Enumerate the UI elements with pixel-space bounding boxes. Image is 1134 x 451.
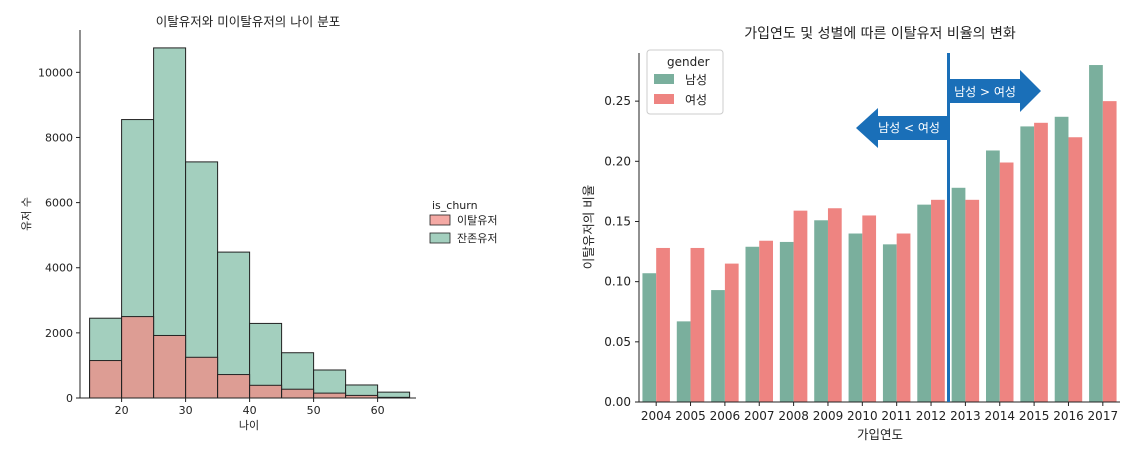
y-tick-label: 0.15 <box>604 214 631 228</box>
x-tick-label: 20 <box>115 404 129 417</box>
legend-title: is_churn <box>432 199 478 212</box>
x-tick-label: 40 <box>243 404 257 417</box>
bar-female <box>656 247 670 402</box>
legend-label-churned: 이탈유저 <box>457 214 497 227</box>
x-tick-label: 60 <box>371 404 385 417</box>
chart-title: 이탈유저와 미이탈유저의 나이 분포 <box>156 14 340 29</box>
histogram-bar-churned <box>121 316 155 399</box>
y-tick-label: 4000 <box>45 262 73 275</box>
bar-female <box>690 247 705 402</box>
bar-male <box>814 220 828 402</box>
legend-swatch-retained <box>429 232 451 244</box>
x-tick-label: 2013 <box>950 409 981 423</box>
x-tick-label: 2017 <box>1088 409 1119 423</box>
bar-male <box>882 244 897 402</box>
legend-title: gender <box>667 55 710 69</box>
bar-female <box>896 233 911 402</box>
legend-swatch-female <box>654 94 674 104</box>
bar-male <box>1089 65 1103 402</box>
x-tick-label: 2006 <box>710 409 741 423</box>
bar-chart: 가입연도 및 성별에 따른 이탈유저 비율의 변화 2004 2005 2006 20… <box>581 26 1120 442</box>
y-axis-label: 유저 수 <box>20 197 33 231</box>
y-tick-label: 0 <box>66 392 73 405</box>
histogram-bar-churned <box>89 360 123 399</box>
histogram-bar-churned <box>217 374 251 399</box>
legend-label-female: 여성 <box>685 93 707 107</box>
legend-swatch-churned <box>429 214 451 226</box>
arrow-right-shape <box>949 70 1041 112</box>
y-tick-label: 2000 <box>45 327 73 340</box>
annotation-left: 남성 < 여성 <box>856 108 948 148</box>
bar-female <box>827 208 842 402</box>
bar-male <box>711 290 725 402</box>
bar-male <box>1020 126 1035 403</box>
y-tick-label: 10000 <box>38 66 73 79</box>
histogram-plot-area: 20 30 40 50 60 0 2000 4000 6000 8000 10000 <box>38 30 416 417</box>
legend-label-male: 남성 <box>685 73 707 87</box>
bar-male <box>676 321 691 402</box>
legend-label-retained: 잔존유저 <box>457 232 497 245</box>
bar-plot-area: 2004 2005 2006 2007 2008 2009 2010 2011 2012 2013… <box>604 53 1120 423</box>
x-tick-label: 50 <box>307 404 321 417</box>
y-tick-label: 0.05 <box>604 335 631 349</box>
histogram-bar-churned <box>313 392 347 399</box>
y-axis-label: 이탈유저의 비율 <box>581 185 596 269</box>
bar-male <box>1054 116 1069 402</box>
y-tick-label: 0.10 <box>604 275 631 289</box>
annotation-left-text: 남성 < 여성 <box>878 121 940 135</box>
legend-swatch-male <box>654 74 674 84</box>
y-tick-label: 0.00 <box>604 395 631 409</box>
x-axis-label: 가입연도 <box>857 427 903 442</box>
x-tick-label: 2014 <box>984 409 1015 423</box>
x-tick-label: 2011 <box>881 409 912 423</box>
histogram-bar-churned <box>281 388 315 399</box>
x-tick-label: 2012 <box>916 409 947 423</box>
bar-male <box>986 150 1000 402</box>
histogram-bar-churned <box>249 384 283 399</box>
histogram-bar-churned <box>185 356 219 399</box>
histogram-chart: 이탈유저와 미이탈유저의 나이 분포 20 30 40 50 60 0 2000 4000 60… <box>20 14 497 432</box>
annotation-right: 남성 > 여성 <box>949 70 1041 112</box>
y-tick-label: 8000 <box>45 131 73 144</box>
histogram-bar-churned <box>153 334 187 399</box>
x-tick-label: 2010 <box>847 409 878 423</box>
x-axis-label: 나이 <box>239 419 259 432</box>
x-tick-label: 2015 <box>1019 409 1050 423</box>
x-tick-label: 2005 <box>675 409 706 423</box>
x-tick-label: 2008 <box>778 409 809 423</box>
bar-male <box>917 204 932 402</box>
x-tick-label: 2004 <box>641 409 672 423</box>
arrow-left-shape <box>856 108 948 148</box>
bar-female <box>931 199 945 402</box>
y-tick-label: 0.25 <box>604 94 631 108</box>
y-tick-label: 6000 <box>45 197 73 210</box>
y-tick-label: 0.20 <box>604 154 631 168</box>
x-tick-label: 2016 <box>1053 409 1084 423</box>
legend: is_churn 이탈유저 잔존유저 <box>429 199 497 245</box>
bar-male <box>848 233 863 402</box>
bar-female <box>965 199 980 402</box>
legend: gender 남성 여성 <box>646 49 724 115</box>
bar-male <box>745 246 760 402</box>
bar-female <box>862 215 877 402</box>
bar-male <box>951 187 966 402</box>
bar-female <box>999 162 1014 402</box>
bar-female <box>1034 122 1048 403</box>
x-tick-label: 2007 <box>744 409 775 423</box>
bar-female <box>1068 137 1083 402</box>
annotation-right-text: 남성 > 여성 <box>954 85 1016 99</box>
bar-female <box>1102 101 1117 402</box>
chart-title: 가입연도 및 성별에 따른 이탈유저 비율의 변화 <box>744 26 1016 42</box>
x-tick-label: 2009 <box>813 409 844 423</box>
bar-male <box>779 241 794 402</box>
bar-male <box>642 273 657 402</box>
bar-female <box>724 263 739 402</box>
bar-female <box>759 240 773 402</box>
x-tick-label: 30 <box>179 404 193 417</box>
bar-female <box>793 210 808 402</box>
